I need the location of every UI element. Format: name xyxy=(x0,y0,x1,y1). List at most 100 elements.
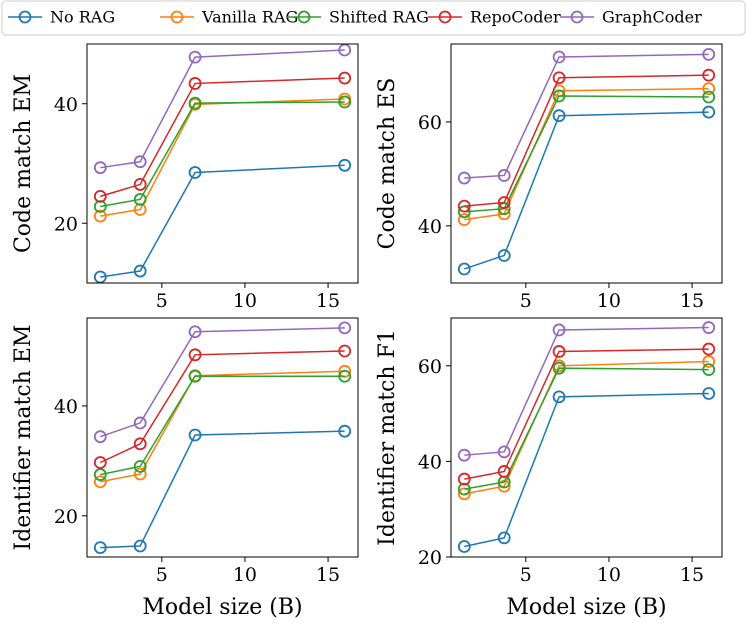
point-shifted-rag-1 xyxy=(133,192,147,206)
y-tick-label: 40 xyxy=(54,94,78,116)
point-no-rag-3 xyxy=(702,105,716,119)
legend-item-repocoder: RepoCoder xyxy=(428,8,561,27)
point-no-rag-2 xyxy=(188,166,202,179)
y-axis-label: Identifier match F1 xyxy=(375,329,400,546)
point-shifted-rag-0 xyxy=(457,205,471,219)
point-graphcoder-2 xyxy=(188,50,202,64)
point-no-rag-3 xyxy=(702,387,716,400)
point-no-rag-2 xyxy=(552,390,566,404)
point-graphcoder-1 xyxy=(133,155,147,169)
legend-marker-shifted-rag xyxy=(297,10,311,24)
series-line-graphcoder xyxy=(464,326,709,456)
point-repocoder-1 xyxy=(497,465,511,478)
point-repocoder-3 xyxy=(702,68,716,82)
point-vanilla-rag-0 xyxy=(93,209,107,223)
x-tick-label: 5 xyxy=(520,290,532,312)
series-line-repocoder xyxy=(99,350,345,464)
point-shifted-rag-3 xyxy=(702,90,716,104)
point-no-rag-0 xyxy=(457,540,471,553)
x-tick-label: 15 xyxy=(680,564,704,586)
point-graphcoder-0 xyxy=(93,430,107,444)
point-graphcoder-3 xyxy=(702,321,716,334)
legend-label-repocoder: RepoCoder xyxy=(470,8,561,27)
point-vanilla-rag-0 xyxy=(93,475,107,489)
axes-frame xyxy=(86,43,359,284)
series-line-graphcoder xyxy=(100,49,345,169)
point-shifted-rag-0 xyxy=(93,468,107,481)
x-tick-label: 15 xyxy=(316,564,340,586)
point-no-rag-3 xyxy=(338,424,352,438)
y-axis-label: Identifier match EM xyxy=(11,325,36,551)
point-graphcoder-1 xyxy=(133,416,147,430)
point-no-rag-1 xyxy=(133,539,147,553)
legend-marker-repocoder xyxy=(438,10,452,24)
legend-label-no-rag: No RAG xyxy=(50,8,115,27)
x-tick-label: 10 xyxy=(597,564,621,586)
x-tick-label: 10 xyxy=(233,290,257,312)
point-shifted-rag-3 xyxy=(702,363,716,377)
point-repocoder-0 xyxy=(457,199,471,213)
legend-item-no-rag: No RAG xyxy=(8,8,115,27)
series-line-shifted-rag xyxy=(100,101,345,208)
axes-frame xyxy=(450,317,723,558)
series-line-graphcoder xyxy=(464,53,709,179)
point-graphcoder-3 xyxy=(702,47,716,61)
series-line-no-rag xyxy=(100,430,345,549)
point-graphcoder-0 xyxy=(93,161,107,175)
series-line-repocoder xyxy=(100,77,345,198)
y-tick-label: 60 xyxy=(418,356,442,378)
y-axis-label: Code match EM xyxy=(11,74,36,253)
legend-item-graphcoder: GraphCoder xyxy=(560,8,702,27)
point-repocoder-2 xyxy=(188,348,202,362)
legend-label-vanilla-rag: Vanilla RAG xyxy=(201,8,298,27)
point-shifted-rag-2 xyxy=(188,96,202,110)
point-no-rag-0 xyxy=(457,262,471,276)
point-graphcoder-3 xyxy=(338,321,352,335)
point-no-rag-1 xyxy=(497,249,511,262)
point-repocoder-0 xyxy=(93,456,107,469)
series-line-no-rag xyxy=(464,392,709,548)
y-tick-label: 20 xyxy=(54,213,78,235)
point-no-rag-2 xyxy=(552,109,566,123)
point-no-rag-1 xyxy=(497,531,511,545)
point-repocoder-2 xyxy=(552,71,566,85)
legend-marker-no-rag xyxy=(18,10,32,24)
panel-identifier-match-em: 5 10 15 20 40 Identifier match EM Model size (… xyxy=(11,317,359,620)
legend-marker-graphcoder xyxy=(570,10,584,24)
point-graphcoder-0 xyxy=(457,448,471,462)
point-vanilla-rag-1 xyxy=(133,467,147,481)
point-shifted-rag-3 xyxy=(338,95,352,109)
panel-code-match-em: 5 10 15 20 40 Code match EM xyxy=(11,43,359,312)
point-repocoder-3 xyxy=(702,342,716,356)
x-tick-label: 10 xyxy=(233,564,257,586)
series-line-vanilla-rag xyxy=(464,360,709,495)
legend-item-shifted-rag: Shifted RAG xyxy=(287,8,429,27)
y-tick-label: 40 xyxy=(418,216,442,238)
point-repocoder-2 xyxy=(188,77,202,90)
legend-label-graphcoder: GraphCoder xyxy=(602,8,702,27)
point-repocoder-1 xyxy=(497,196,511,209)
point-no-rag-0 xyxy=(93,541,107,555)
point-shifted-rag-0 xyxy=(457,482,471,496)
point-repocoder-1 xyxy=(133,178,147,191)
point-graphcoder-2 xyxy=(552,323,566,337)
x-tick-label: 15 xyxy=(316,290,340,312)
series-line-shifted-rag xyxy=(464,95,709,213)
series-line-no-rag xyxy=(464,111,709,270)
point-no-rag-1 xyxy=(133,264,147,278)
legend-marker-vanilla-rag xyxy=(170,10,184,24)
x-tick-label: 15 xyxy=(680,290,704,312)
point-shifted-rag-2 xyxy=(552,361,566,375)
series-line-vanilla-rag xyxy=(100,370,345,483)
x-tick-label: 10 xyxy=(597,290,621,312)
point-vanilla-rag-3 xyxy=(702,355,716,368)
point-repocoder-1 xyxy=(133,437,147,451)
legend-label-shifted-rag: Shifted RAG xyxy=(329,8,429,27)
point-shifted-rag-3 xyxy=(338,369,352,383)
series-line-repocoder xyxy=(464,348,709,480)
point-graphcoder-1 xyxy=(497,445,511,459)
point-repocoder-3 xyxy=(338,344,352,358)
axes-frame xyxy=(450,43,723,284)
point-graphcoder-1 xyxy=(497,169,511,182)
y-tick-label: 40 xyxy=(54,396,78,418)
